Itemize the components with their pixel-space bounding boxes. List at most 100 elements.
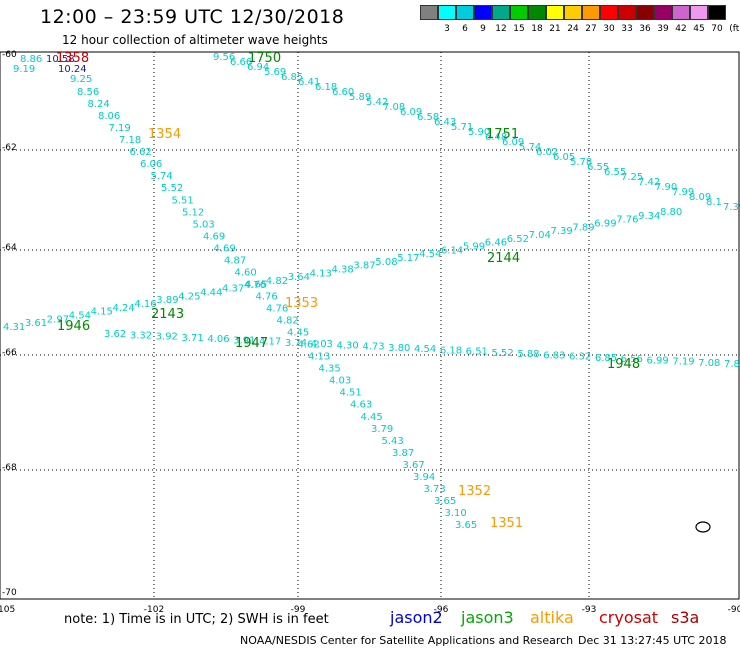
legend-swatch <box>510 5 528 20</box>
swh-value-label: 4.76 <box>266 304 288 315</box>
swh-value-label: 3.71 <box>182 333 204 344</box>
swh-value-label: 6.05 <box>553 152 575 163</box>
swh-value-label: 6.43 <box>434 117 456 128</box>
legend-value-label: 45 <box>693 24 705 34</box>
map-frame <box>0 51 740 600</box>
pass-time-label: 1354 <box>148 127 181 142</box>
legend-value-label: 21 <box>549 24 561 34</box>
swh-value-label: 3.79 <box>371 424 393 435</box>
legend-swatch <box>636 5 654 20</box>
swh-value-label: 4.54 <box>414 344 436 355</box>
swh-value-label: 6.56 <box>621 354 643 365</box>
swh-value-label: 4.30 <box>337 340 359 351</box>
legend-value-label: 12 <box>495 24 507 34</box>
swh-value-label: 6.48 <box>485 132 507 143</box>
swh-value-label: 5.51 <box>172 195 194 206</box>
swh-value-label: 4.35 <box>319 364 341 375</box>
swh-value-label: 4.69 <box>214 243 236 254</box>
x-tick-label: -99 <box>291 605 306 615</box>
swh-value-label: 4.65 <box>245 279 267 290</box>
swh-value-label: 4.54 <box>69 311 91 322</box>
swh-value-label: 4.76 <box>256 291 278 302</box>
credit-line: NOAA/NESDIS Center for Satellite Applica… <box>240 634 574 647</box>
swh-value-label: 5.52 <box>161 183 183 194</box>
swh-value-label: 4.25 <box>178 291 200 302</box>
legend-value-label: 30 <box>603 24 615 34</box>
legend-swatch <box>708 5 726 20</box>
swh-value-label: 8.1 <box>706 197 722 208</box>
swh-value-label: 6.09 <box>400 107 422 118</box>
swh-value-label: 4.54 <box>419 249 441 260</box>
swh-value-label: 3.65 <box>434 496 456 507</box>
swh-value-label: 3.65 <box>455 520 477 531</box>
legend-swatch <box>654 5 672 20</box>
pass-time-label: 2144 <box>487 251 520 266</box>
swh-value-label: 4.16 <box>134 299 156 310</box>
swh-value-label: 3.74 <box>285 338 307 349</box>
swh-value-label: 6.06 <box>140 159 162 170</box>
swh-value-label: 5.43 <box>382 436 404 447</box>
swh-value-label: 6.14 <box>441 245 463 256</box>
swh-value-label: 5.69 <box>264 67 286 78</box>
swh-value-label: 7.04 <box>529 230 551 241</box>
pass-time-label: 1353 <box>285 296 318 311</box>
satellite-legend-altika: altika <box>530 608 574 627</box>
y-tick-label: -62 <box>2 143 17 153</box>
swh-value-label: 6.85 <box>281 72 303 83</box>
swh-value-label: 5.88 <box>517 349 539 360</box>
x-tick-label: -105 <box>0 605 15 615</box>
swh-value-label: 6.52 <box>507 234 529 245</box>
legend-swatch <box>600 5 618 20</box>
satellite-legend-jason2: jason2 <box>390 608 443 627</box>
swh-value-label: 6.94 <box>247 62 269 73</box>
swh-value-label: 4.82 <box>266 276 288 287</box>
swh-value-label: 3.61 <box>25 318 47 329</box>
swh-value-label: 5.71 <box>451 122 473 133</box>
swh-value-label: 5.42 <box>366 97 388 108</box>
x-tick-label: -96 <box>434 605 449 615</box>
swh-value-label: 3.67 <box>403 460 425 471</box>
legend-swatch <box>438 5 456 20</box>
pass-time-label: 1947 <box>235 336 268 351</box>
legend-swatch <box>582 5 600 20</box>
swh-value-label: 4.15 <box>91 307 113 318</box>
axis-tick-labels: -105 -102 -99 -96 -93 -90 -60 -62 -64 -66 -68 -70 <box>0 50 740 615</box>
swh-value-label: 5.17 <box>397 253 419 264</box>
x-tick-label: -102 <box>144 605 164 615</box>
chart-subtitle: 12 hour collection of altimeter wave hei… <box>62 33 328 47</box>
pass-time-label: 1946 <box>57 319 90 334</box>
swh-value-label: 8.86 <box>20 54 42 65</box>
legend-swatch <box>690 5 708 20</box>
y-tick-label: -64 <box>2 243 17 253</box>
swh-value-label: 6.99 <box>647 355 669 366</box>
swh-value-label: 6.41 <box>298 77 320 88</box>
swh-value-label: 6.58 <box>417 112 439 123</box>
swh-value-label: 7.19 <box>672 357 694 368</box>
swh-value-label: 4.60 <box>235 267 257 278</box>
swh-value-label: 7.08 <box>698 358 720 369</box>
swh-value-label: 7.39 <box>551 226 573 237</box>
y-tick-label: -70 <box>2 588 17 598</box>
y-tick-label: -60 <box>2 50 17 60</box>
swh-value-label: 4.17 <box>259 337 281 348</box>
swh-value-label: 3.80 <box>388 343 410 354</box>
swh-value-label: 6.32 <box>569 352 591 363</box>
swh-value-label: 7.99 <box>672 187 694 198</box>
pass-time-label: 2143 <box>151 307 184 322</box>
legend-value-label: 3 <box>444 24 450 34</box>
swh-value-label: 6.66 <box>230 57 252 68</box>
swh-value-label: 9.19 <box>13 64 35 75</box>
swh-value-label: 9.25 <box>70 74 92 85</box>
swh-value-label: 6.55 <box>587 162 609 173</box>
swh-value-label: 4.13 <box>308 352 330 363</box>
legend-value-label: 33 <box>621 24 633 34</box>
legend-unit: (ft) <box>729 24 740 34</box>
x-tick-label: -90 <box>728 605 740 615</box>
swh-value-label: 9.34 <box>638 211 660 222</box>
swh-value-label: 5.78 <box>570 157 592 168</box>
footer-note: note: 1) Time is in UTC; 2) SWH is in fe… <box>64 612 329 627</box>
swh-value-label: 3.91 <box>233 335 255 346</box>
legend-swatch <box>456 5 474 20</box>
pass-time-label: 1352 <box>458 484 491 499</box>
